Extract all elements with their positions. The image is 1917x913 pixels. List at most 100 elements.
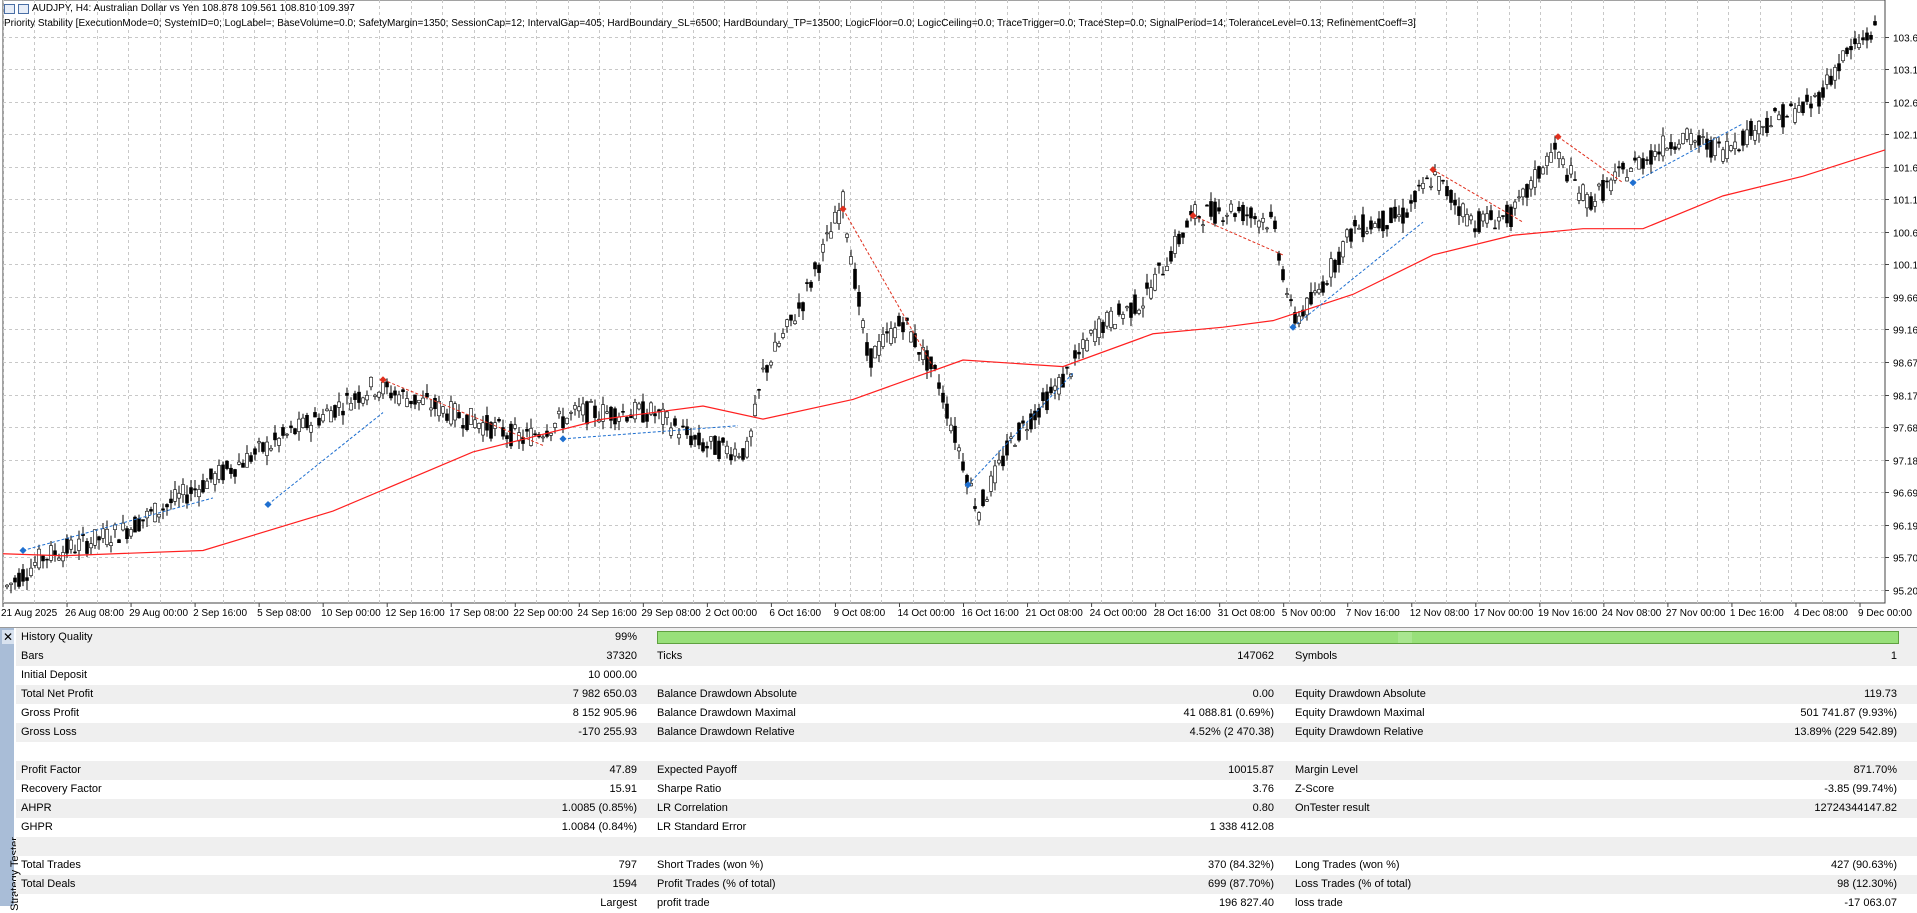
candle-body (25, 577, 29, 581)
result-value: 1594 (612, 878, 637, 890)
result-value: 427 (90.63%) (1830, 859, 1897, 871)
candle-body (701, 442, 705, 452)
chart-canvas[interactable]: 103.620 103.125 102.630 102.135 101.640 101.1… (0, 0, 1917, 625)
buy-marker[interactable] (19, 546, 27, 555)
candle-body (1709, 140, 1713, 158)
candle-body (509, 423, 513, 447)
candle-body (97, 536, 101, 541)
candle-body (949, 424, 953, 432)
candle-body (1201, 224, 1205, 227)
indicator-parameters: Priority Stability [ExecutionMode=0; Sys… (4, 18, 1416, 29)
candle-body (141, 519, 145, 522)
candle-body (765, 365, 769, 373)
price-label: 101.145 (1893, 196, 1917, 207)
date-label: 19 Nov 16:00 (1538, 608, 1598, 619)
candle-body (1373, 223, 1377, 228)
candle-body (805, 282, 809, 284)
candle-body (925, 350, 929, 371)
candle-body (1765, 117, 1769, 133)
buy-marker[interactable] (264, 500, 272, 509)
date-label: 9 Oct 08:00 (833, 608, 885, 619)
candle-body (1445, 186, 1449, 197)
result-value: -3.85 (99.74%) (1824, 783, 1897, 795)
date-label: 10 Sep 00:00 (321, 608, 381, 619)
price-label: 95.205 (1893, 587, 1917, 598)
date-label: 2 Oct 00:00 (705, 608, 757, 619)
candle-body (1657, 151, 1661, 155)
candle-body (1265, 227, 1269, 230)
candle-body (1469, 215, 1473, 221)
candle-body (501, 427, 505, 437)
candle-body (737, 456, 741, 458)
candle-body (1109, 310, 1113, 328)
candle-body (1873, 21, 1877, 26)
price-label: 102.135 (1893, 131, 1917, 142)
candle-body (1037, 408, 1041, 418)
tester-side-tab[interactable]: ✕ Strategy Tester (0, 628, 21, 911)
candle-body (1837, 63, 1841, 72)
candle-body (897, 315, 901, 327)
candle-body (1289, 299, 1293, 302)
date-label: 26 Aug 08:00 (65, 608, 124, 619)
close-icon[interactable]: ✕ (2, 630, 14, 644)
price-label: 98.670 (1893, 359, 1917, 370)
candle-body (1241, 204, 1245, 222)
candle-body (1261, 218, 1265, 223)
candle-body (193, 488, 197, 491)
candle-body (257, 441, 261, 444)
sell-trade-line (1432, 169, 1524, 223)
candle-body (1229, 203, 1233, 212)
candle-body (821, 244, 825, 253)
candle-body (893, 327, 897, 339)
candle-body (1545, 155, 1549, 166)
candle-body (1497, 216, 1501, 222)
candle-body (77, 538, 81, 551)
result-row: AHPR 1.0085 (0.85%) LR Correlation 0.80 OnTe… (16, 799, 1917, 818)
price-chart[interactable]: 103.620 103.125 102.630 102.135 101.640 101.1… (0, 0, 1917, 625)
date-label: 22 Sep 00:00 (513, 608, 573, 619)
sell-trade-line (382, 379, 544, 446)
candle-body (1305, 297, 1309, 316)
candle-body (1537, 166, 1541, 179)
chart-window-icon[interactable] (4, 4, 15, 14)
date-label: 27 Nov 00:00 (1666, 608, 1726, 619)
candle-body (189, 487, 193, 494)
candle-body (1273, 220, 1277, 229)
candle-body (877, 341, 881, 356)
candle-body (913, 333, 917, 348)
candle-body (717, 440, 721, 459)
sell-marker[interactable] (379, 376, 387, 384)
result-value: 3.76 (1252, 783, 1274, 795)
date-label: 21 Oct 08:00 (1026, 608, 1084, 619)
result-row (16, 742, 1917, 761)
candle-body (953, 425, 957, 443)
candle-body (1369, 220, 1373, 230)
chart-type-icon[interactable] (18, 4, 29, 14)
sell-trade-line (1557, 136, 1624, 184)
candle-body (577, 406, 581, 412)
date-label: 29 Aug 00:00 (129, 608, 188, 619)
result-value: 119.73 (1864, 688, 1897, 700)
candle-body (1321, 281, 1325, 293)
candle-body (1861, 37, 1865, 41)
candle-body (1485, 213, 1489, 224)
candle-body (1549, 152, 1553, 163)
result-value: 871.70% (1853, 764, 1897, 776)
candle-body (177, 493, 181, 499)
buy-marker[interactable] (559, 435, 567, 443)
result-row: Largest profit trade 196 827.40 loss trade -… (16, 894, 1917, 913)
candle-body (1293, 312, 1297, 324)
buy-marker[interactable] (964, 481, 972, 489)
candle-body (237, 461, 241, 465)
candle-body (1725, 141, 1729, 159)
candle-body (1049, 386, 1053, 394)
candle-body (1053, 385, 1057, 391)
price-label: 99.165 (1893, 326, 1917, 337)
candle-body (565, 417, 569, 424)
result-value: 13.89% (229 542.89) (1794, 726, 1897, 738)
candle-body (61, 552, 65, 562)
buy-trade-line (1292, 221, 1424, 328)
candle-body (1237, 206, 1241, 212)
candle-body (829, 231, 833, 239)
sell-marker[interactable] (839, 205, 847, 213)
